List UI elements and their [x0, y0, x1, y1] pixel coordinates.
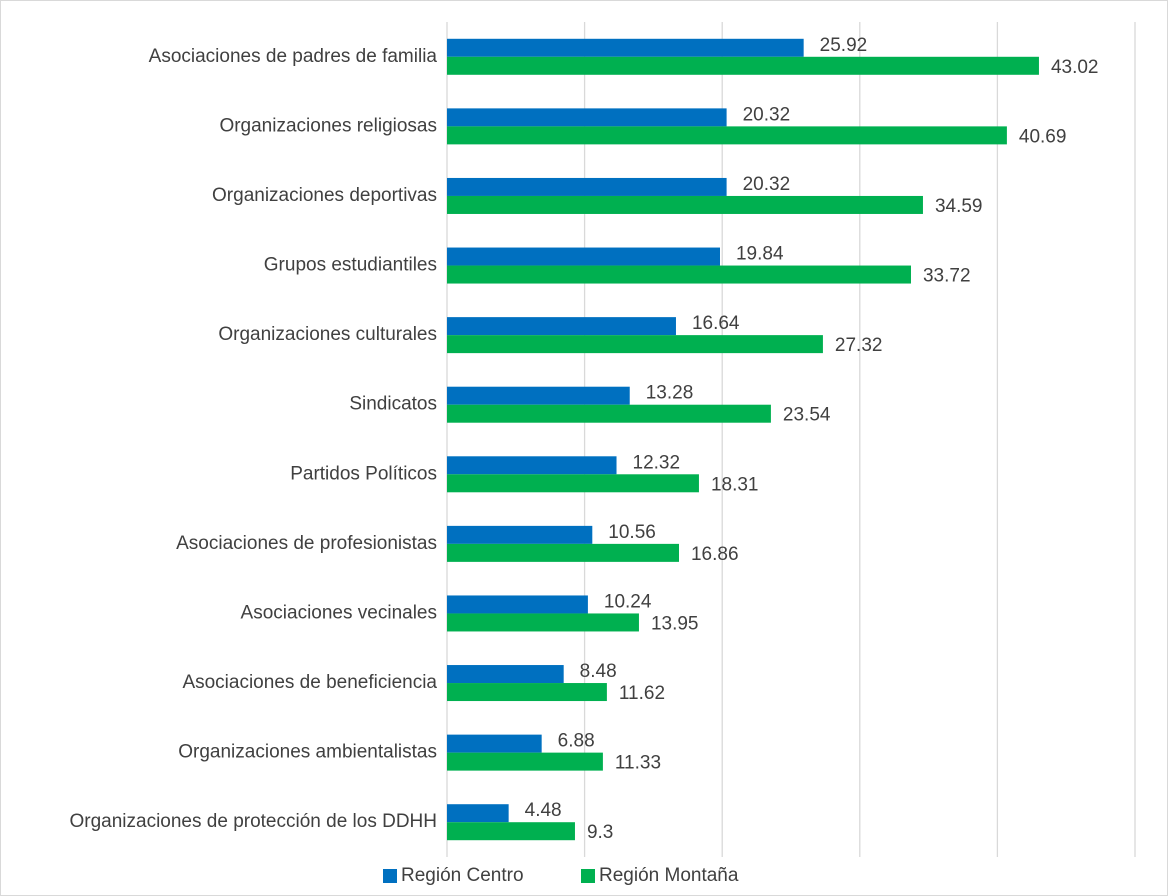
category-label: Partidos Políticos: [290, 463, 437, 484]
value-label: 16.86: [691, 544, 739, 565]
bar: [447, 177, 727, 196]
value-label: 40.69: [1019, 126, 1067, 147]
value-label: 20.32: [743, 104, 791, 125]
category-label: Organizaciones ambientalistas: [178, 742, 437, 763]
bar: [447, 335, 823, 354]
category-label: Asociaciones de beneficiencia: [182, 672, 437, 693]
category-label: Asociaciones de padres de familia: [149, 46, 438, 67]
value-label: 4.48: [525, 800, 562, 821]
value-label: 12.32: [633, 452, 681, 473]
bar: [447, 525, 593, 544]
value-label: 34.59: [935, 196, 983, 217]
value-label: 10.24: [604, 591, 652, 612]
legend-label: Región Centro: [401, 865, 524, 886]
category-label: Grupos estudiantiles: [264, 255, 437, 276]
category-label: Organizaciones culturales: [218, 324, 437, 345]
bar: [447, 804, 509, 823]
bar: [447, 734, 542, 753]
bar: [447, 265, 911, 284]
bar: [447, 108, 727, 127]
value-label: 10.56: [608, 522, 656, 543]
bar: [447, 613, 639, 632]
category-label: Organizaciones religiosas: [219, 115, 437, 136]
category-label: Asociaciones vecinales: [241, 602, 437, 623]
bar: [447, 317, 676, 336]
value-label: 11.62: [619, 683, 665, 704]
value-label: 16.64: [692, 313, 740, 334]
value-label: 27.32: [835, 335, 883, 356]
value-label: 11.33: [615, 753, 661, 774]
value-label: 25.92: [820, 35, 868, 56]
bar: [447, 456, 617, 475]
value-label: 18.31: [711, 474, 759, 495]
bar: [447, 126, 1007, 145]
value-label: 20.32: [743, 174, 791, 195]
legend-swatch: [383, 869, 397, 883]
bar: [447, 822, 575, 841]
category-label: Organizaciones de protección de los DDHH: [69, 811, 437, 832]
value-label: 19.84: [736, 244, 784, 265]
category-label: Sindicatos: [349, 394, 437, 415]
value-label: 43.02: [1051, 57, 1099, 78]
bar: [447, 474, 699, 493]
value-label: 23.54: [783, 405, 831, 426]
bar: [447, 386, 630, 405]
bar: [447, 195, 923, 214]
value-label: 8.48: [580, 661, 617, 682]
value-label: 13.28: [646, 383, 694, 404]
bar: [447, 683, 607, 702]
legend-swatch: [581, 869, 595, 883]
value-label: 13.95: [651, 613, 699, 634]
bar: [447, 56, 1039, 75]
bar: [447, 38, 804, 57]
category-label: Organizaciones deportivas: [212, 185, 437, 206]
bar: [447, 752, 603, 771]
bar: [447, 543, 679, 562]
bar: [447, 404, 771, 423]
legend-label: Región Montaña: [599, 865, 739, 886]
value-label: 33.72: [923, 266, 971, 287]
bar: [447, 247, 720, 266]
bar: [447, 595, 588, 614]
value-label: 9.3: [587, 822, 613, 843]
bar: [447, 665, 564, 684]
category-label: Asociaciones de profesionistas: [176, 533, 437, 554]
value-label: 6.88: [558, 731, 595, 752]
